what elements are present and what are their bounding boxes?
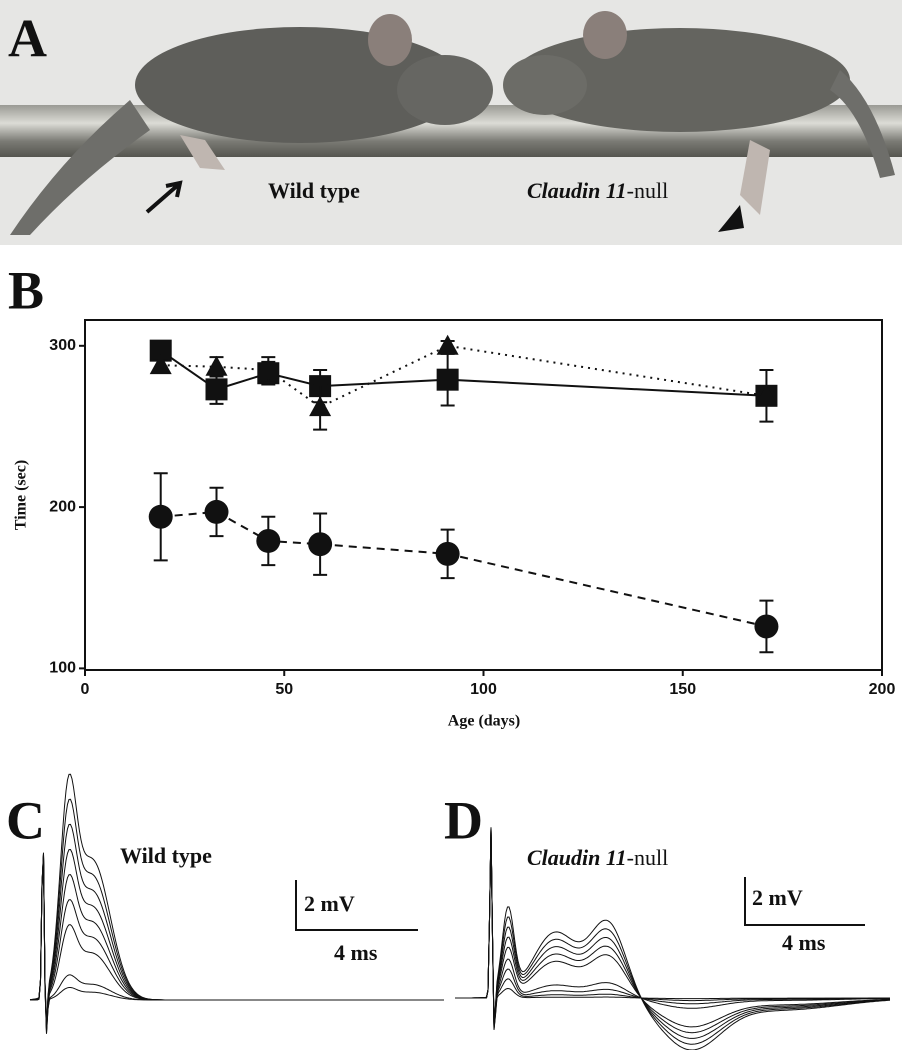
scale-bar: [744, 877, 865, 926]
series-line: [160, 344, 767, 409]
marker: [256, 528, 281, 553]
caption: Wild type: [120, 843, 212, 868]
trace: [29, 823, 444, 1027]
scale-label: 4 ms: [334, 940, 378, 965]
trace: [30, 855, 444, 1030]
trace: [29, 798, 444, 1026]
trace: [455, 828, 891, 1028]
x-tick-label: 100: [470, 681, 497, 698]
photo: [0, 0, 902, 245]
trace: [29, 857, 444, 1034]
marker: [149, 354, 172, 375]
series-line: [160, 510, 767, 628]
traces: [29, 773, 891, 1050]
marker: [754, 614, 779, 639]
trace: [455, 829, 891, 1029]
marker: [148, 504, 173, 529]
trace: [29, 856, 444, 1032]
caption-rest: -null: [627, 845, 669, 870]
y-tick-label: 300: [49, 337, 76, 354]
x-tick-label: 200: [869, 681, 896, 698]
x-tick-label: 0: [81, 681, 90, 698]
caption: Wild type: [268, 178, 360, 203]
trace: [455, 828, 891, 1034]
scale-label: 4 ms: [782, 930, 826, 955]
trace: [455, 827, 891, 1039]
series-line: [160, 349, 767, 397]
marker: [435, 541, 460, 566]
scale-label: 2 mV: [752, 885, 803, 910]
trace: [30, 857, 444, 1034]
x-axis-label: Age (days): [448, 713, 520, 730]
caption-italic: Claudin 11: [527, 178, 627, 203]
chart: 100 200 300 0 50 100 150 200: [49, 319, 896, 698]
y-tick-label: 100: [49, 660, 76, 677]
trace: [455, 827, 891, 1050]
caption-rest: -null: [627, 178, 669, 203]
panel-label: D: [444, 790, 483, 850]
marker: [149, 339, 172, 362]
panel-label: B: [8, 260, 44, 320]
panel-label: C: [6, 790, 45, 850]
x-tick-label: 150: [669, 681, 696, 698]
trace: [29, 848, 444, 1028]
scale-label: 2 mV: [304, 891, 355, 916]
marker: [205, 355, 228, 376]
trace: [455, 829, 890, 1030]
caption: Claudin 11-null: [527, 845, 668, 870]
y-tick-label: 200: [49, 498, 76, 515]
caption-italic: Claudin 11: [527, 845, 627, 870]
y-axis-label: Time (sec): [13, 460, 30, 530]
marker: [257, 359, 280, 379]
panel-label: A: [8, 8, 47, 68]
marker: [308, 532, 333, 557]
trace: [29, 773, 444, 1025]
marker: [755, 384, 778, 405]
trace: [29, 854, 444, 1029]
trace: [455, 827, 891, 1045]
caption: Claudin 11-null: [527, 178, 668, 203]
marker: [436, 334, 459, 355]
x-tick-label: 50: [275, 681, 293, 698]
trace: [455, 828, 891, 1028]
marker: [436, 368, 459, 391]
marker: [204, 499, 229, 524]
marker: [205, 378, 228, 401]
scale-bar: [295, 880, 418, 931]
marker: [309, 396, 332, 417]
